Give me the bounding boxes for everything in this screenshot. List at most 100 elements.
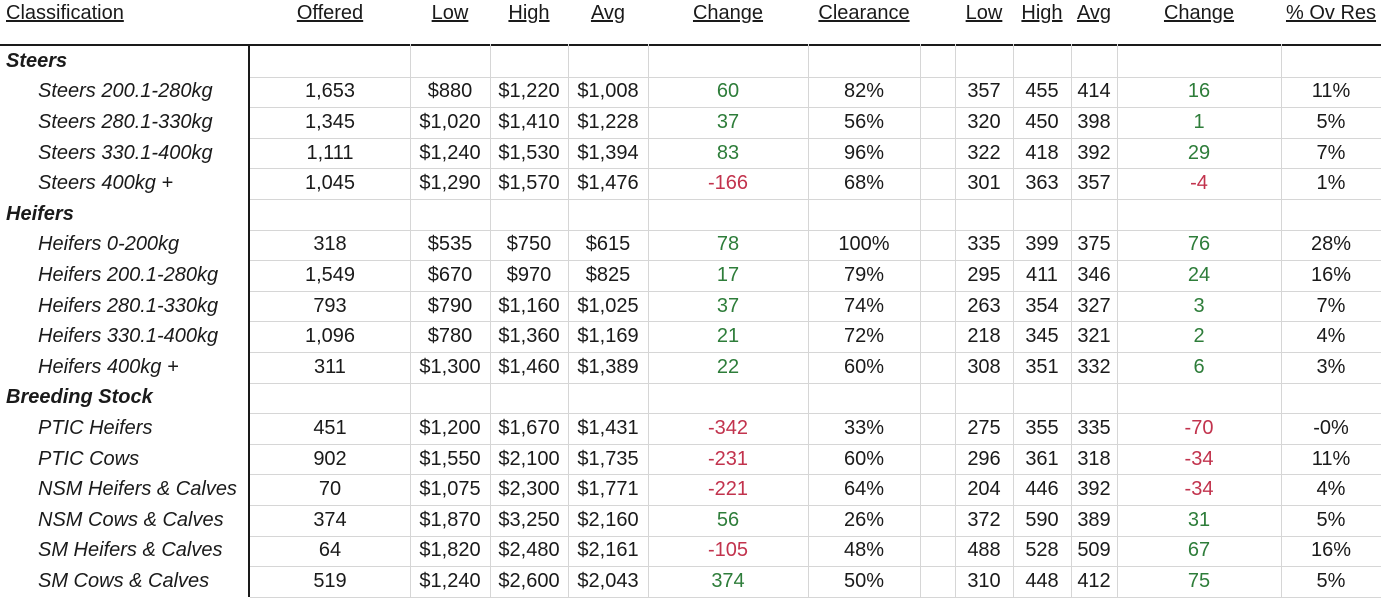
avg2-cell: 375 — [1077, 233, 1111, 256]
classification-cell: Steers 280.1-330kg — [38, 110, 213, 133]
avg-cell: $1,228 — [577, 110, 639, 133]
clearance-cell: 48% — [843, 539, 885, 562]
avg2-cell: 332 — [1077, 355, 1111, 378]
low-cell: $1,020 — [419, 110, 481, 133]
avg-cell: $1,771 — [577, 478, 639, 501]
avg-cell: $1,025 — [577, 294, 639, 317]
avg2-cell: 357 — [1077, 172, 1111, 195]
row-gridline — [250, 474, 1381, 476]
avg2-cell: 327 — [1077, 294, 1111, 317]
change2-cell: 2 — [1193, 325, 1205, 348]
low-cell: $780 — [427, 325, 473, 348]
header-avg: Avg — [590, 2, 626, 24]
avg-cell: $2,161 — [577, 539, 639, 562]
change-cell: 56 — [716, 508, 740, 531]
table-row: Steers 200.1-280kg 1,653 $880 $1,220 $1,008 6… — [0, 77, 1381, 108]
high2-cell: 399 — [1025, 233, 1059, 256]
header-classification: Classification — [6, 2, 124, 24]
group-label: Breeding Stock — [6, 386, 153, 409]
column-gridline — [648, 44, 649, 597]
avg-cell: $1,735 — [577, 447, 639, 470]
change2-cell: 31 — [1187, 508, 1211, 531]
offered-cell: 1,111 — [306, 141, 354, 164]
row-gridline — [250, 290, 1381, 292]
row-gridline — [250, 321, 1381, 323]
low-cell: $535 — [427, 233, 473, 256]
row-gridline — [250, 505, 1381, 506]
table-row: NSM Heifers & Calves 70 $1,075 $2,300 $1,771… — [0, 474, 1381, 505]
change-cell: -342 — [707, 416, 749, 439]
offered-cell: 311 — [314, 355, 346, 378]
table-row: PTIC Cows 902 $1,550 $2,100 $1,735 -231 60% 296… — [0, 444, 1381, 475]
clearance-cell: 64% — [843, 478, 885, 501]
high2-cell: 351 — [1025, 355, 1059, 378]
group-row: Breeding Stock — [0, 383, 1381, 414]
row-gridline — [250, 352, 1381, 353]
offered-cell: 1,345 — [304, 110, 356, 133]
change-cell: 21 — [716, 325, 740, 348]
change-cell: 83 — [716, 141, 740, 164]
table-row: NSM Cows & Calves 374 $1,870 $3,250 $2,160 56… — [0, 505, 1381, 536]
avg-cell: $1,389 — [577, 355, 639, 378]
low2-cell: 320 — [967, 110, 1001, 133]
row-gridline — [250, 229, 1381, 231]
table-row: Heifers 280.1-330kg 793 $790 $1,160 $1,025 37… — [0, 291, 1381, 322]
change-cell: -221 — [707, 478, 749, 501]
change-cell: 22 — [716, 355, 740, 378]
high2-cell: 363 — [1025, 172, 1059, 195]
high-cell: $750 — [506, 233, 552, 256]
low2-cell: 275 — [967, 416, 1001, 439]
low-cell: $670 — [427, 263, 473, 286]
ov-res-cell: 4% — [1316, 478, 1346, 501]
avg2-cell: 412 — [1077, 569, 1111, 592]
header-clearance: Clearance — [818, 2, 910, 24]
classification-cell: Steers 330.1-400kg — [38, 141, 213, 164]
clearance-cell: 50% — [843, 569, 885, 592]
header-high: High — [508, 2, 550, 24]
high2-cell: 590 — [1025, 508, 1059, 531]
offered-cell: 519 — [313, 569, 347, 592]
change2-cell: 76 — [1187, 233, 1211, 256]
low2-cell: 301 — [967, 172, 1001, 195]
classification-cell: Heifers 400kg + — [38, 355, 179, 378]
avg-cell: $1,169 — [577, 325, 639, 348]
change-cell: 37 — [716, 110, 740, 133]
low-cell: $1,820 — [419, 539, 481, 562]
clearance-cell: 60% — [843, 355, 885, 378]
change2-cell: 24 — [1187, 263, 1211, 286]
table-row: Heifers 0-200kg 318 $535 $750 $615 78 100% 335 3… — [0, 230, 1381, 261]
row-gridline — [250, 382, 1381, 384]
low2-cell: 322 — [967, 141, 1001, 164]
high2-cell: 528 — [1025, 539, 1059, 562]
offered-cell: 318 — [313, 233, 347, 256]
high-cell: $1,160 — [498, 294, 560, 317]
clearance-cell: 82% — [843, 80, 885, 103]
low2-cell: 218 — [967, 325, 1001, 348]
change-cell: 17 — [716, 263, 740, 286]
high-cell: $3,250 — [498, 508, 560, 531]
avg-cell: $825 — [585, 263, 631, 286]
low-cell: $1,550 — [419, 447, 481, 470]
low2-cell: 296 — [967, 447, 1001, 470]
clearance-cell: 100% — [838, 233, 890, 256]
avg2-cell: 414 — [1077, 80, 1111, 103]
table-row: Steers 400kg + 1,045 $1,290 $1,570 $1,476 -16… — [0, 168, 1381, 199]
change2-cell: -34 — [1184, 447, 1214, 470]
header-low-ckg: Low — [965, 2, 1003, 24]
high2-cell: 345 — [1025, 325, 1059, 348]
change2-cell: 29 — [1187, 141, 1211, 164]
column-gridline — [808, 44, 809, 597]
change-cell: 60 — [716, 80, 740, 103]
header-low: Low — [431, 2, 469, 24]
avg2-cell: 392 — [1077, 478, 1111, 501]
high-cell: $1,220 — [498, 80, 560, 103]
column-gridline — [955, 44, 956, 597]
change2-cell: 1 — [1193, 110, 1205, 133]
avg-cell: $1,476 — [577, 172, 639, 195]
ov-res-cell: 11% — [1311, 80, 1351, 103]
high-cell: $2,100 — [498, 447, 560, 470]
classification-cell: SM Cows & Calves — [38, 569, 210, 592]
avg2-cell: 389 — [1077, 508, 1111, 531]
high2-cell: 455 — [1025, 80, 1059, 103]
